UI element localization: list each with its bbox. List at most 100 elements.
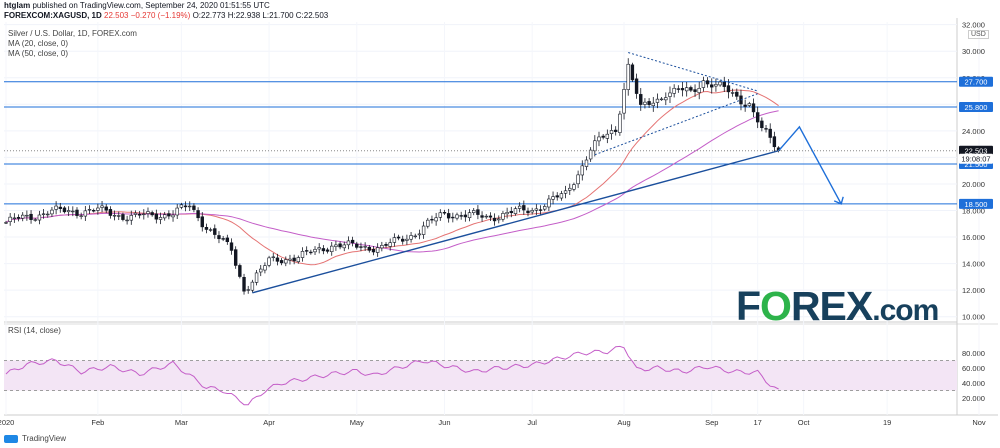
candle-down: [647, 101, 651, 105]
candle-up: [505, 212, 509, 215]
candle-up: [588, 149, 593, 160]
candle-up: [317, 247, 321, 250]
candle-down: [200, 216, 204, 228]
candle-up: [125, 219, 129, 222]
candle-up: [517, 205, 522, 209]
candle-down: [371, 249, 376, 253]
candle-down: [751, 103, 756, 113]
time-tick-label: Aug: [617, 418, 630, 427]
candle-down: [279, 260, 284, 264]
candle-down: [726, 85, 731, 93]
candle-up: [568, 187, 572, 191]
price-tick-label: 32.000: [962, 21, 985, 30]
candle-up: [162, 214, 167, 219]
price-tick-label: 12.000: [962, 286, 985, 295]
candle-up: [413, 235, 417, 238]
candle-up: [434, 217, 438, 222]
candle-up: [643, 101, 647, 105]
candle-up: [380, 245, 384, 249]
candle-down: [722, 81, 726, 87]
candle-up: [622, 89, 626, 114]
candle-down: [384, 244, 388, 246]
candle-down: [233, 249, 238, 266]
candle-down: [526, 210, 530, 214]
candle-up: [651, 102, 655, 107]
candle-down: [396, 236, 401, 239]
legend-ma20[interactable]: MA (20, close, 0): [8, 39, 69, 48]
candle-down: [242, 277, 246, 292]
candle-up: [472, 210, 476, 213]
candle-up: [21, 214, 25, 219]
candle-up: [83, 210, 88, 217]
rsi-tick-label: 40.000: [962, 379, 985, 388]
candle-up: [659, 98, 664, 101]
candle-down: [538, 209, 543, 211]
candle-up: [54, 205, 58, 210]
time-tick-label: Mar: [175, 418, 188, 427]
price-tick-label: 30.000: [962, 47, 985, 56]
price-badge: [959, 76, 993, 87]
price-badge: [959, 101, 993, 112]
legend-ma50[interactable]: MA (50, close, 0): [8, 49, 69, 58]
candle-up: [513, 208, 518, 214]
time-tick-label: Jul: [527, 418, 537, 427]
candle-down: [221, 238, 225, 240]
candle-up: [4, 222, 8, 224]
candle-down: [764, 128, 768, 130]
candle-up: [551, 196, 555, 200]
candle-up: [188, 205, 192, 208]
candle-down: [743, 104, 747, 107]
legend-rsi[interactable]: RSI (14, close): [8, 326, 61, 335]
candle-up: [467, 212, 472, 219]
candle-up: [288, 258, 292, 261]
candle-down: [75, 209, 79, 216]
candle-up: [267, 257, 271, 266]
candle-down: [705, 80, 710, 85]
tradingview-footer[interactable]: TradingView: [4, 434, 66, 443]
candle-up: [300, 251, 305, 258]
candle-up: [684, 87, 689, 92]
candle-up: [668, 92, 672, 97]
currency-label[interactable]: USD: [968, 30, 989, 39]
price-badge-label: 22.503: [965, 147, 988, 156]
symbol-name[interactable]: FOREXCOM:XAGUSD, 1D: [4, 11, 102, 20]
candle-up: [259, 268, 263, 273]
price-badge-label: 19:08:07: [961, 155, 990, 164]
candle-up: [375, 247, 380, 253]
time-tick-label: 19: [883, 418, 891, 427]
candle-down: [367, 246, 372, 251]
candle-down: [309, 251, 313, 254]
candle-up: [342, 244, 346, 249]
candle-up: [158, 217, 163, 220]
candle-down: [760, 120, 764, 129]
price-badge-label: 27.700: [965, 78, 988, 87]
publish-info: htglam published on TradingView.com, Sep…: [4, 1, 270, 11]
candle-down: [680, 88, 685, 91]
price-badge-label: 25.800: [965, 103, 988, 112]
candle-up: [747, 103, 752, 106]
candle-up: [171, 214, 175, 218]
candle-down: [359, 246, 363, 248]
candle-down: [492, 217, 497, 222]
candle-up: [563, 190, 568, 194]
author-name[interactable]: htglam: [4, 1, 31, 10]
logo-com: .com: [872, 294, 939, 327]
candle-up: [618, 113, 622, 133]
candle-up: [246, 289, 250, 291]
candle-down: [229, 242, 234, 251]
candle-up: [672, 87, 676, 94]
candle-up: [547, 198, 551, 208]
candle-up: [46, 213, 50, 216]
logo-rex: REX: [790, 283, 873, 329]
projection-arrow: [778, 125, 842, 205]
candle-up: [250, 281, 255, 291]
time-tick-label: Feb: [91, 418, 104, 427]
candle-up: [455, 214, 459, 219]
candle-up: [730, 92, 735, 94]
candle-down: [555, 195, 559, 198]
candle-down: [192, 205, 196, 210]
candle-up: [426, 219, 430, 227]
candle-down: [459, 215, 463, 217]
candle-up: [254, 272, 259, 283]
